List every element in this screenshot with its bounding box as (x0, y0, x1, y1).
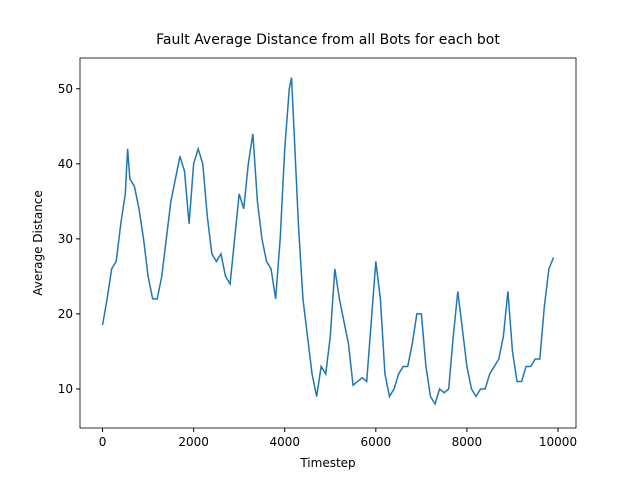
chart-title: Fault Average Distance from all Bots for… (156, 32, 500, 48)
x-tick-label: 8000 (452, 435, 483, 449)
plot-frame (79, 57, 577, 429)
y-tick-label: 10 (58, 382, 73, 396)
y-tick-label: 50 (58, 82, 73, 96)
x-tick-label: 10000 (539, 435, 577, 449)
x-tick-label: 0 (99, 435, 107, 449)
data-line (101, 77, 555, 406)
x-tick-label: 6000 (361, 435, 392, 449)
y-tick-label: 30 (58, 232, 73, 246)
y-tick-label: 20 (58, 307, 73, 321)
x-tick-label: 2000 (178, 435, 209, 449)
x-axis-label: Timestep (299, 456, 355, 470)
x-tick-label: 4000 (269, 435, 300, 449)
y-axis-label: Average Distance (31, 190, 45, 296)
y-tick-label: 40 (58, 157, 73, 171)
